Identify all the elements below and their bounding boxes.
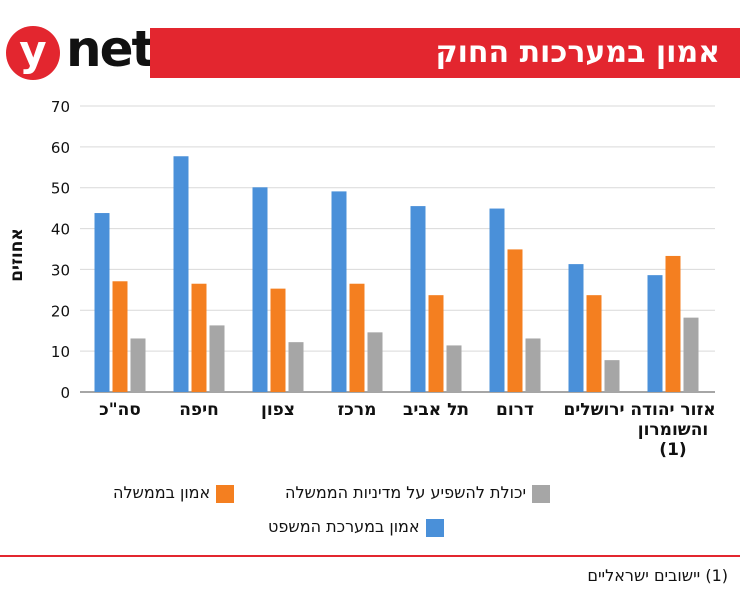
bar-government-7 — [665, 255, 681, 392]
ynet-logo[interactable]: y net — [6, 20, 155, 82]
bar-judiciary-4 — [410, 206, 426, 392]
x-category-label: מרכז — [337, 400, 377, 420]
logo-circle — [6, 26, 60, 80]
bar-government-3 — [349, 283, 365, 392]
bar-influence-4 — [446, 345, 462, 392]
y-tick-label: 40 — [51, 221, 70, 239]
legend-swatch-orange — [216, 484, 235, 503]
bar-judiciary-5 — [489, 208, 505, 392]
y-tick-label: 0 — [60, 384, 70, 402]
bar-judiciary-0 — [94, 213, 110, 392]
title-bar: אמון במערכות החוק — [150, 28, 740, 78]
y-tick-label: 60 — [51, 139, 70, 157]
bar-judiciary-7 — [647, 275, 663, 392]
legend-item-government: אמון בממשלה — [113, 482, 235, 504]
x-category-label: דרום — [496, 400, 534, 420]
bar-government-2 — [270, 288, 286, 392]
bar-government-1 — [191, 283, 207, 392]
bar-government-0 — [112, 281, 128, 392]
bar-influence-5 — [525, 338, 541, 392]
chart-title: אמון במערכות החוק — [435, 35, 720, 70]
bar-influence-2 — [288, 342, 304, 392]
x-category-label: אזור יהודה והשומרון (1) — [630, 400, 716, 460]
legend-item-judiciary: אמון במערכת המשפט — [268, 516, 444, 538]
bar-influence-3 — [367, 332, 383, 392]
legend-label-influence: יכולת להשפיע על מדיניות הממשלה — [285, 483, 527, 502]
bar-judiciary-3 — [331, 191, 347, 392]
bar-influence-6 — [604, 360, 620, 392]
legend-label-judiciary: אמון במערכת המשפט — [268, 517, 420, 536]
bar-influence-7 — [683, 317, 699, 392]
x-category-label: חיפה — [179, 400, 219, 420]
x-category-label: ירושלים — [563, 400, 625, 420]
y-tick-label: 10 — [51, 343, 70, 361]
legend-swatch-blue — [425, 518, 444, 537]
bottom-divider — [0, 555, 740, 557]
bar-government-6 — [586, 295, 602, 392]
legend-item-influence: יכולת להשפיע על מדיניות הממשלה — [285, 482, 551, 504]
bar-government-5 — [507, 249, 523, 392]
bar-government-4 — [428, 295, 444, 392]
x-category-label: סה"כ — [99, 400, 141, 420]
y-tick-label: 20 — [51, 302, 70, 320]
legend-swatch-gray — [532, 484, 551, 503]
footnote: (1) יישובים ישראליים — [587, 566, 728, 585]
bar-influence-1 — [209, 325, 225, 392]
bar-judiciary-6 — [568, 264, 584, 392]
logo-wordmark: net — [66, 20, 155, 78]
y-axis-label: אחוזים — [7, 228, 27, 282]
bar-influence-0 — [130, 338, 146, 392]
legend-label-government: אמון בממשלה — [113, 483, 211, 502]
x-category-label: צפון — [261, 400, 295, 420]
y-tick-label: 50 — [51, 180, 70, 198]
y-tick-label: 30 — [51, 261, 70, 279]
bar-judiciary-1 — [173, 156, 189, 392]
bar-judiciary-2 — [252, 187, 268, 392]
x-category-label: תל אביב — [403, 400, 469, 420]
logo-letter: y — [19, 26, 47, 75]
y-tick-label: 70 — [51, 98, 70, 116]
